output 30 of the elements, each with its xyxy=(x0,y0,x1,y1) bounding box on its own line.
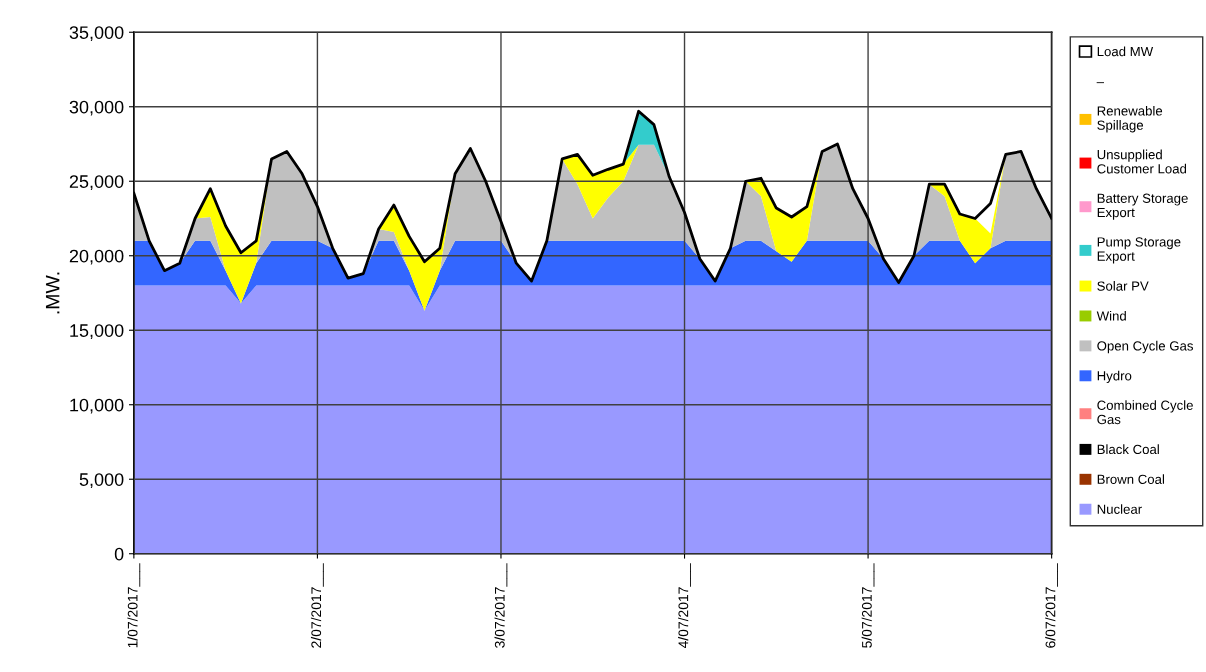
legend-label: Black Coal xyxy=(1097,444,1159,455)
x-tick-label: 4/07/2017___ xyxy=(678,563,691,649)
legend-label: Battery Storage Export xyxy=(1097,193,1188,220)
y-tick-label: 25,000 xyxy=(69,175,124,191)
legend-label: Brown Coal xyxy=(1097,474,1164,484)
x-tick-label: 6/07/2017___ xyxy=(1045,563,1058,648)
legend-label: Load MW xyxy=(1097,46,1154,57)
y-axis-title: .MW. xyxy=(45,272,60,314)
x-tick-label: 3/07/2017___ xyxy=(494,563,508,648)
line-series xyxy=(133,109,1052,284)
legend-label: Nuclear xyxy=(1097,504,1142,514)
legend-label: Wind xyxy=(1096,310,1126,321)
y-tick-label: 5,000 xyxy=(79,473,124,489)
y-tick-label: 0 xyxy=(114,547,124,561)
x-tick-label: 5/07/2017___ xyxy=(861,563,875,648)
legend-label: Pump Storage Export xyxy=(1097,237,1181,264)
y-tick-label: 20,000 xyxy=(69,249,124,265)
x-tick-label: 2/07/2017___ xyxy=(310,563,324,648)
legend-label: Open Cycle Gas xyxy=(1097,340,1193,354)
legend-label: Combined Cycle Gas xyxy=(1097,400,1193,425)
text: – xyxy=(1096,82,1105,84)
x-tick-label: 1/07/2017___ xyxy=(127,563,141,648)
legend-label: Renewable Spillage xyxy=(1097,105,1163,133)
legend-label: Solar PV xyxy=(1097,281,1149,291)
y-tick-label: 15,000 xyxy=(70,324,124,340)
legend-label: Hydro xyxy=(1097,370,1132,384)
legend-label: Unsupplied Customer Load xyxy=(1097,149,1187,174)
y-tick-label: 10,000 xyxy=(70,398,124,414)
y-tick-label: 30,000 xyxy=(69,100,124,116)
y-tick-label: 35,000 xyxy=(69,26,124,42)
